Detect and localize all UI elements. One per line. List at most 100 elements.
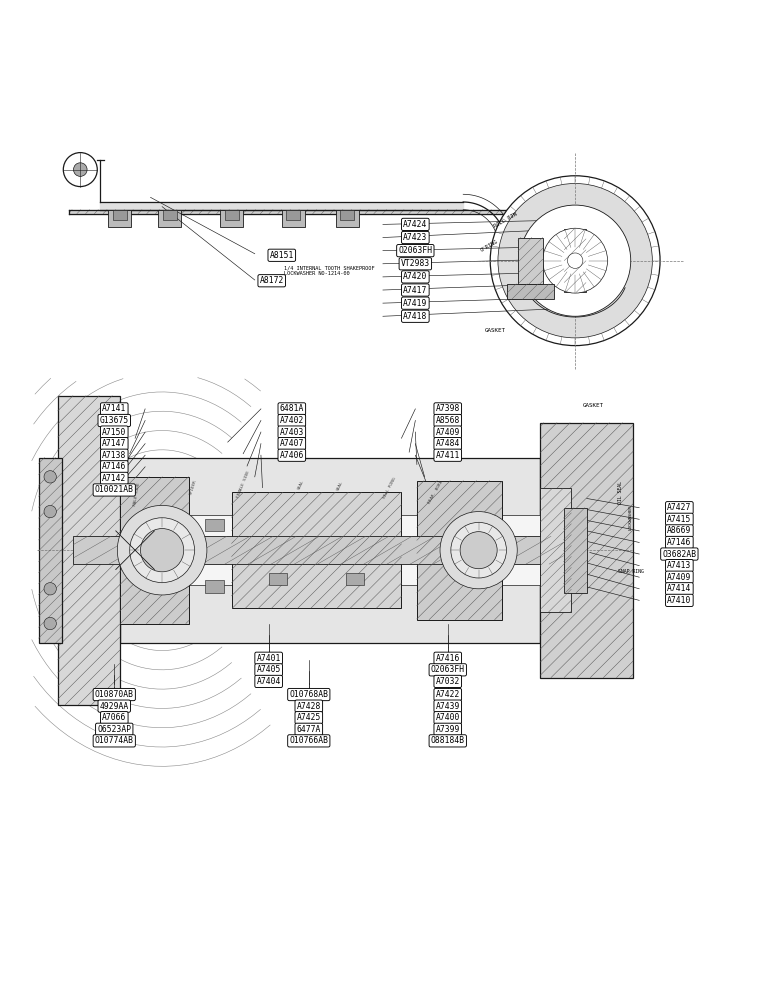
Text: O10870AB: O10870AB bbox=[95, 690, 134, 699]
Text: O10766AB: O10766AB bbox=[290, 736, 328, 745]
Text: GASKET: GASKET bbox=[583, 403, 604, 408]
Text: A7402: A7402 bbox=[279, 416, 304, 425]
Text: A7032: A7032 bbox=[435, 677, 460, 686]
FancyBboxPatch shape bbox=[282, 210, 305, 227]
Text: A7415: A7415 bbox=[667, 515, 692, 524]
Text: A7403: A7403 bbox=[279, 428, 304, 437]
FancyBboxPatch shape bbox=[205, 519, 224, 531]
Text: A7410: A7410 bbox=[667, 596, 692, 605]
Text: BEAR. BORE: BEAR. BORE bbox=[428, 480, 445, 505]
FancyBboxPatch shape bbox=[540, 423, 633, 678]
Circle shape bbox=[543, 228, 608, 293]
FancyBboxPatch shape bbox=[158, 210, 181, 227]
Text: O10774AB: O10774AB bbox=[95, 736, 134, 745]
Text: A7138: A7138 bbox=[102, 451, 127, 460]
Text: A7411: A7411 bbox=[435, 451, 460, 460]
Text: A7428: A7428 bbox=[296, 702, 321, 711]
Text: SEAL RING: SEAL RING bbox=[383, 476, 397, 499]
Text: 1/4 INTERNAL TOOTH SHAKEPROOF
LOCKWASHER NO-1214-00: 1/4 INTERNAL TOOTH SHAKEPROOF LOCKWASHER… bbox=[284, 265, 374, 276]
FancyBboxPatch shape bbox=[108, 210, 131, 227]
FancyBboxPatch shape bbox=[232, 492, 401, 608]
Circle shape bbox=[567, 253, 583, 268]
Circle shape bbox=[440, 512, 517, 589]
Text: A7413: A7413 bbox=[667, 561, 692, 570]
Text: O10768AB: O10768AB bbox=[290, 690, 328, 699]
FancyBboxPatch shape bbox=[205, 580, 224, 593]
Circle shape bbox=[44, 617, 56, 630]
Circle shape bbox=[44, 583, 56, 595]
Text: A7484: A7484 bbox=[435, 439, 460, 448]
Text: A7400: A7400 bbox=[435, 713, 460, 722]
Text: O3682AB: O3682AB bbox=[662, 550, 696, 559]
Text: A8568: A8568 bbox=[435, 416, 460, 425]
FancyBboxPatch shape bbox=[113, 210, 127, 220]
Text: A7424: A7424 bbox=[403, 220, 428, 229]
Circle shape bbox=[130, 518, 195, 583]
Circle shape bbox=[44, 505, 56, 518]
Text: A7418: A7418 bbox=[403, 312, 428, 321]
FancyBboxPatch shape bbox=[417, 481, 502, 620]
Text: VT2983: VT2983 bbox=[401, 259, 430, 268]
Text: A7427: A7427 bbox=[667, 503, 692, 512]
Circle shape bbox=[117, 505, 207, 595]
Text: A7416: A7416 bbox=[435, 654, 460, 663]
Text: A7141: A7141 bbox=[102, 404, 127, 413]
Text: SPIDER: SPIDER bbox=[188, 480, 198, 496]
Circle shape bbox=[490, 176, 660, 346]
Text: A7146: A7146 bbox=[102, 462, 127, 471]
Text: FEMALE SIDE: FEMALE SIDE bbox=[236, 470, 250, 499]
FancyBboxPatch shape bbox=[336, 210, 359, 227]
Text: 6477A: 6477A bbox=[296, 725, 321, 734]
FancyBboxPatch shape bbox=[346, 573, 364, 585]
Text: A7399: A7399 bbox=[435, 725, 460, 734]
FancyBboxPatch shape bbox=[220, 210, 243, 227]
FancyBboxPatch shape bbox=[564, 508, 587, 593]
Text: A7398: A7398 bbox=[435, 404, 460, 413]
Text: O2063FH: O2063FH bbox=[431, 665, 465, 674]
FancyBboxPatch shape bbox=[518, 238, 543, 284]
Text: A8151: A8151 bbox=[269, 251, 294, 260]
FancyBboxPatch shape bbox=[163, 210, 177, 220]
Text: A7409: A7409 bbox=[435, 428, 460, 437]
FancyBboxPatch shape bbox=[286, 210, 300, 220]
FancyBboxPatch shape bbox=[540, 488, 571, 612]
FancyBboxPatch shape bbox=[73, 536, 564, 564]
Text: A7401: A7401 bbox=[256, 654, 281, 663]
Text: A7066: A7066 bbox=[102, 713, 127, 722]
Text: G13675: G13675 bbox=[100, 416, 129, 425]
Text: A7420: A7420 bbox=[403, 272, 428, 281]
Circle shape bbox=[520, 205, 631, 316]
Text: OIL SEAL: OIL SEAL bbox=[618, 481, 622, 504]
Text: MALE SIDE: MALE SIDE bbox=[134, 482, 141, 506]
Text: GASKET: GASKET bbox=[485, 328, 506, 333]
FancyBboxPatch shape bbox=[120, 458, 540, 643]
Circle shape bbox=[141, 529, 184, 572]
Text: O'RING: O'RING bbox=[479, 239, 499, 253]
Circle shape bbox=[44, 471, 56, 483]
Text: O6523AP: O6523AP bbox=[97, 725, 131, 734]
FancyBboxPatch shape bbox=[507, 284, 554, 299]
Text: A7425: A7425 bbox=[296, 713, 321, 722]
Text: A7146: A7146 bbox=[667, 538, 692, 547]
FancyBboxPatch shape bbox=[120, 477, 189, 624]
Text: A7142: A7142 bbox=[102, 474, 127, 483]
Text: A7423: A7423 bbox=[403, 233, 428, 242]
FancyBboxPatch shape bbox=[269, 573, 287, 585]
Circle shape bbox=[451, 522, 506, 578]
Text: A7407: A7407 bbox=[279, 439, 304, 448]
Text: O10021AB: O10021AB bbox=[95, 485, 134, 494]
Text: A7414: A7414 bbox=[667, 584, 692, 593]
Text: A7417: A7417 bbox=[403, 286, 428, 295]
Text: 4929AA: 4929AA bbox=[100, 702, 129, 711]
FancyBboxPatch shape bbox=[39, 458, 62, 643]
Text: ROLL PIN: ROLL PIN bbox=[493, 212, 517, 229]
Text: A7406: A7406 bbox=[279, 451, 304, 460]
Text: A7419: A7419 bbox=[403, 299, 428, 308]
Circle shape bbox=[460, 532, 497, 569]
Text: A8669: A8669 bbox=[667, 526, 692, 535]
FancyBboxPatch shape bbox=[58, 396, 120, 705]
Circle shape bbox=[63, 153, 97, 187]
Text: A7439: A7439 bbox=[435, 702, 460, 711]
Text: SEAL: SEAL bbox=[336, 481, 344, 492]
FancyBboxPatch shape bbox=[340, 210, 354, 220]
